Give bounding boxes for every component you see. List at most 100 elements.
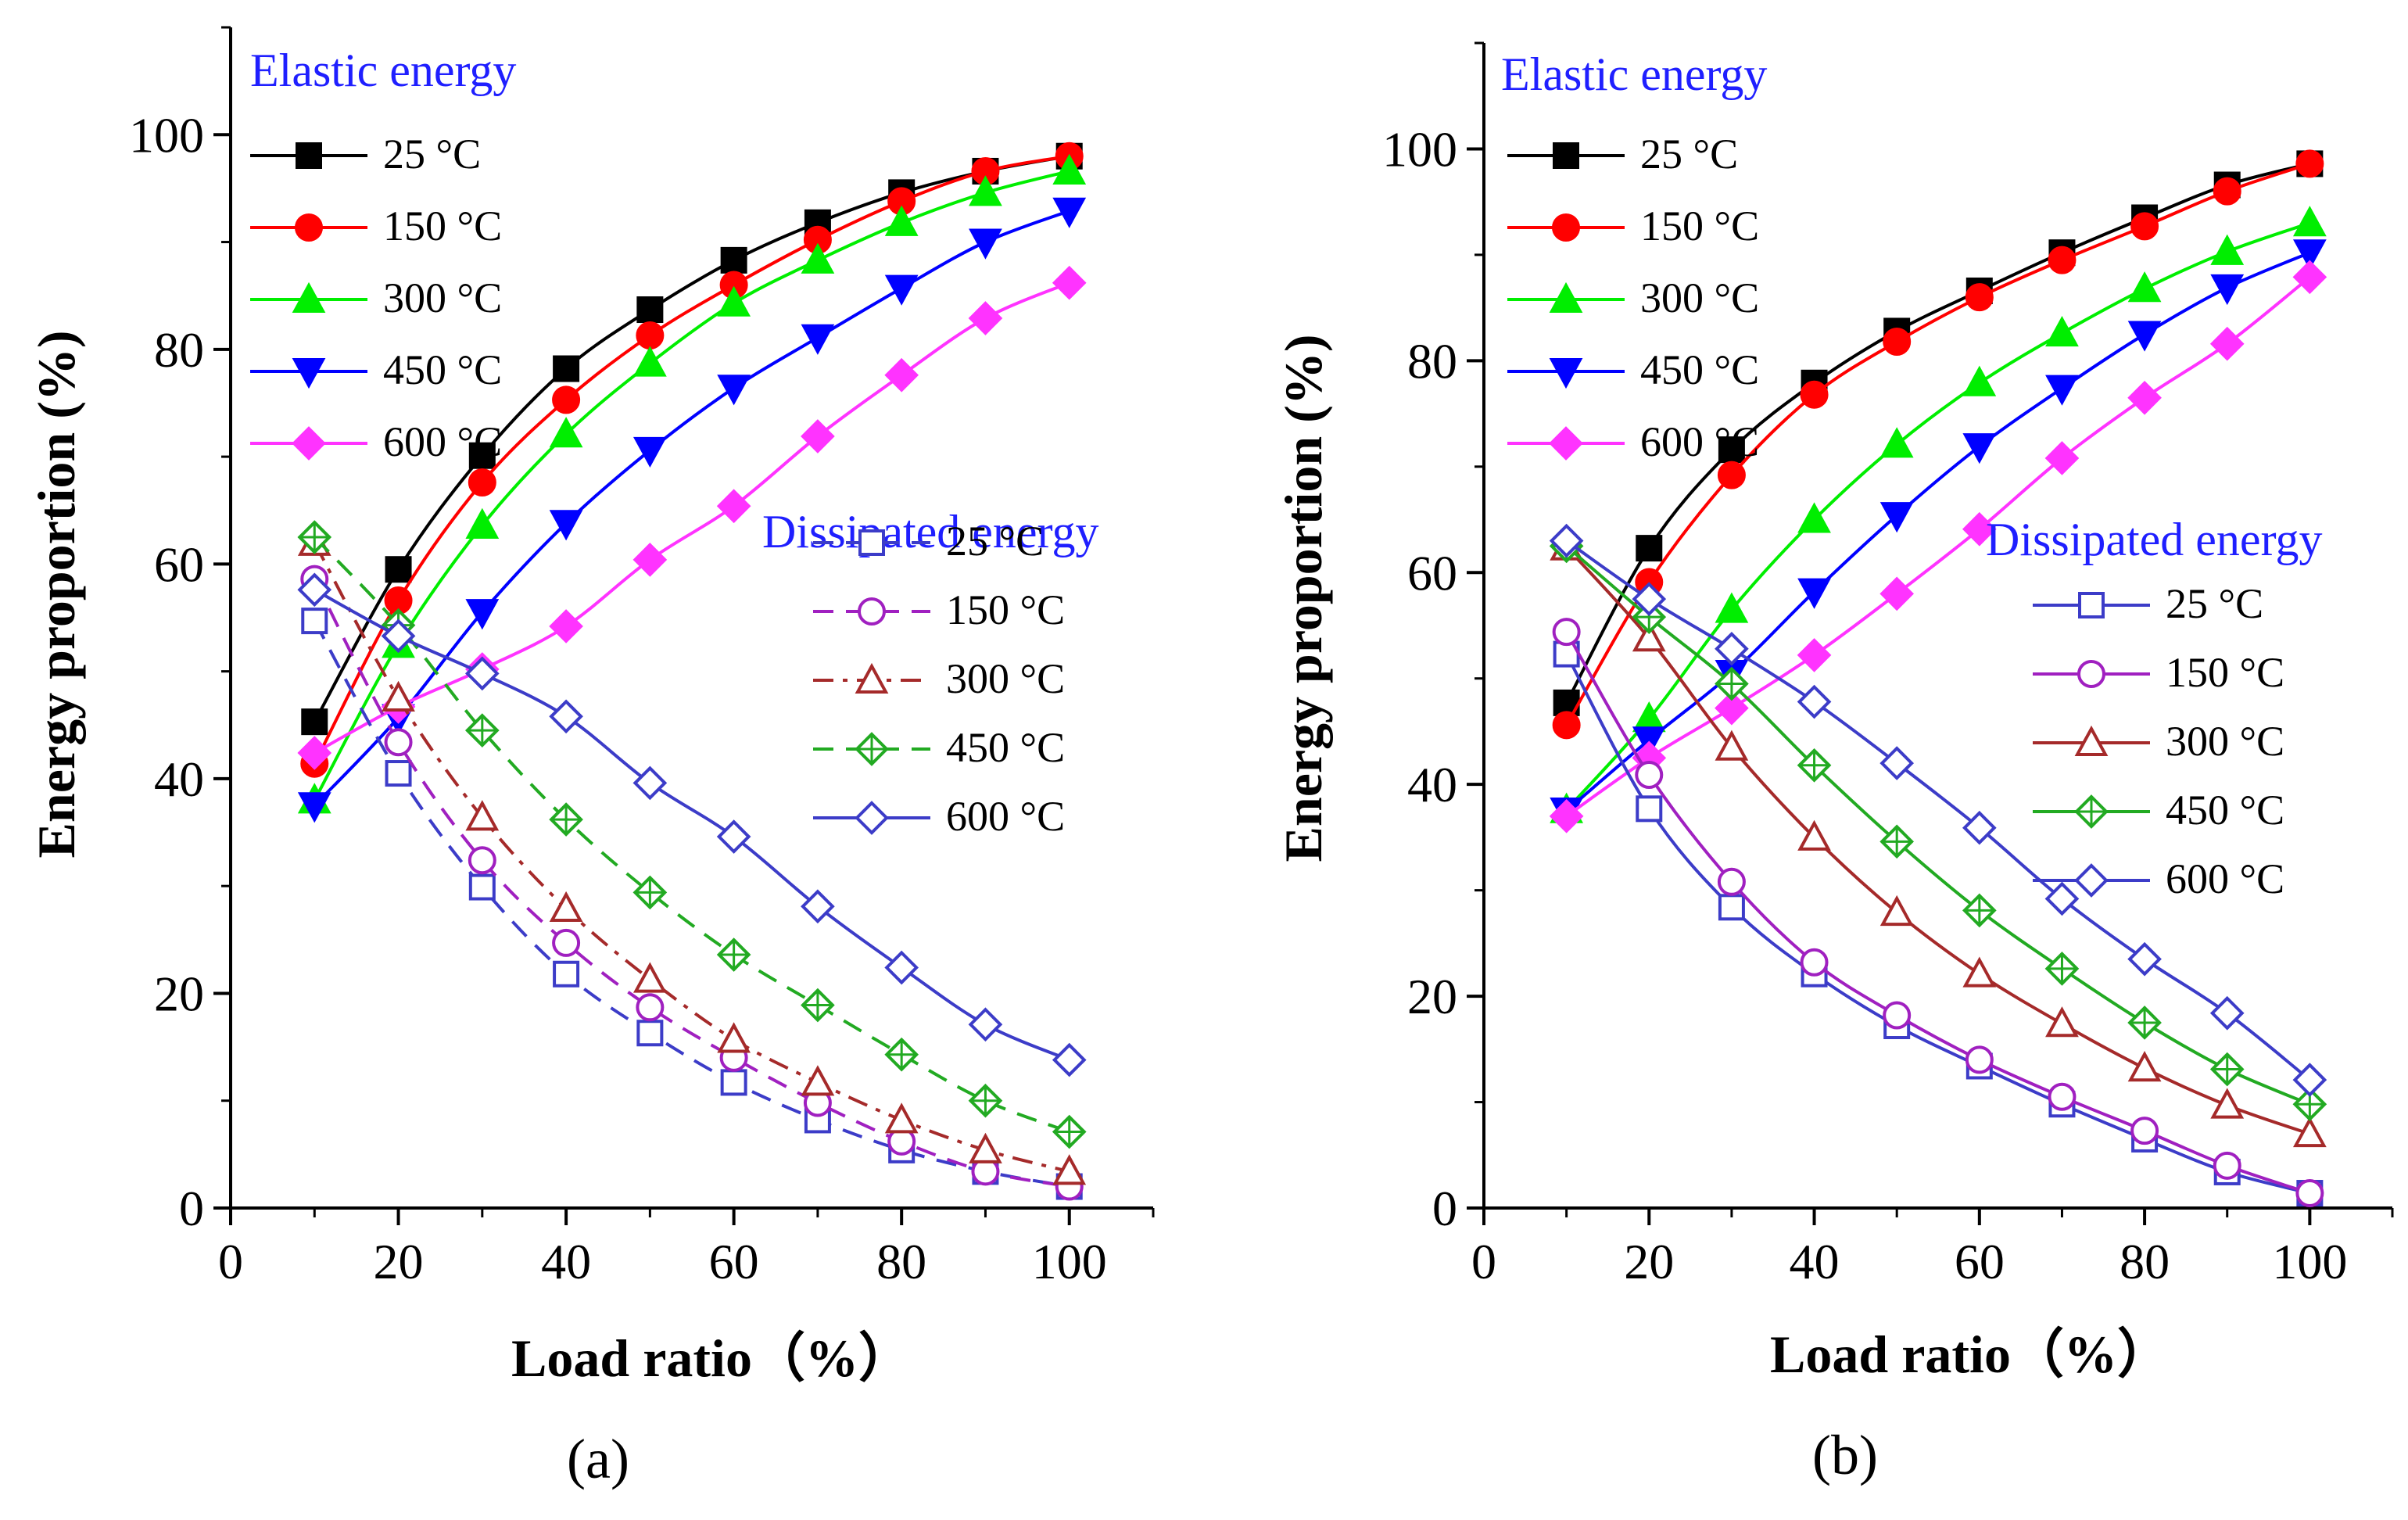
dissipated-energy-point-600-c-x20 <box>381 618 416 654</box>
dissipated-energy-legend-label-150-c: 150 °C <box>946 586 1065 633</box>
dissipated-energy-series-group <box>1549 523 2327 1208</box>
chart-panel-a: 0 20 40 60 80 100 0 20 40 60 80 100 Load ratio（%） Ene… <box>27 26 1155 1490</box>
elastic-energy-legend-title: Elastic energy <box>1501 48 1767 100</box>
elastic-energy-point-25-c-x50 <box>636 296 664 324</box>
dissipated-energy-point-25-c-x30 <box>1718 894 1745 921</box>
dissipated-energy-point-300-c-x50 <box>1879 894 1914 927</box>
dissipated-energy-legend-swatch-marker-300-c <box>855 662 889 694</box>
elastic-energy-legend-label-600-c: 600 °C <box>1640 418 1759 465</box>
dissipated-energy-point-300-c-x30 <box>465 800 500 831</box>
elastic-energy-point-450-c-x90 <box>969 228 1002 260</box>
elastic-energy-point-450-c-x50 <box>1879 502 1914 533</box>
y-tick-label-20: 20 <box>1407 969 1457 1024</box>
dissipated-energy-legend-label-25-c: 25 °C <box>946 518 1044 565</box>
elastic-energy-point-600-c-x30 <box>1715 690 1749 726</box>
elastic-energy-legend-swatch-marker-300-c <box>1549 281 1583 313</box>
dissipated-energy-line-300-c <box>313 541 1070 1174</box>
elastic-energy-legend-label-25-c: 25 °C <box>1640 131 1738 177</box>
elastic-energy-point-600-c-x50 <box>632 543 668 577</box>
elastic-energy-legend-label-25-c: 25 °C <box>383 131 481 177</box>
elastic-energy-point-300-c-x90 <box>969 175 1002 206</box>
elastic-energy-point-450-c-x60 <box>1962 433 1997 464</box>
dissipated-energy-point-150-c-x20 <box>384 728 413 757</box>
dissipated-energy-point-600-c-x70 <box>2044 881 2080 916</box>
elastic-energy-legend-swatch-marker-150-c <box>1552 213 1580 242</box>
dissipated-energy-line-300-c <box>1565 546 2311 1136</box>
y-axis-title: Energy proportion (%) <box>27 331 86 859</box>
elastic-energy-legend-swatch-marker-450-c <box>292 358 326 389</box>
elastic-energy-point-150-c-x70 <box>2048 246 2077 274</box>
elastic-energy-series-300-c <box>297 153 1087 814</box>
dissipated-energy-point-600-c-x10 <box>1549 523 1584 558</box>
elastic-energy-legend-swatch-marker-300-c <box>292 281 326 313</box>
elastic-energy-point-600-c-x50 <box>1879 576 1915 611</box>
dissipated-energy-point-600-c-x90 <box>2209 995 2245 1031</box>
dissipated-energy-legend-label-150-c: 150 °C <box>2166 649 2284 696</box>
elastic-energy-point-600-c-x80 <box>2127 380 2162 415</box>
dissipated-energy-point-150-c-x40 <box>552 928 581 957</box>
dissipated-energy-legend-title: Dissipated energy <box>762 506 1098 557</box>
elastic-energy-point-300-c-x40 <box>549 417 583 448</box>
elastic-energy-point-300-c-x30 <box>465 507 500 539</box>
elastic-energy-point-300-c-x60 <box>1962 365 1997 396</box>
elastic-energy-legend-label-300-c: 300 °C <box>1640 274 1759 321</box>
elastic-energy-point-150-c-x50 <box>1883 327 1912 356</box>
elastic-energy-legend-label-300-c: 300 °C <box>383 274 502 321</box>
elastic-energy-point-600-c-x40 <box>549 609 583 643</box>
elastic-energy-point-150-c-x60 <box>1965 283 1994 312</box>
elastic-energy-point-600-c-x10 <box>297 736 332 770</box>
elastic-energy-legend-label-600-c: 600 °C <box>383 418 502 465</box>
elastic-energy-point-150-c-x50 <box>636 321 665 350</box>
elastic-energy-line-600-c <box>314 281 1070 755</box>
dissipated-energy-point-150-c-x40 <box>1800 948 1829 977</box>
elastic-energy-point-25-c-x30 <box>468 442 496 469</box>
dissipated-energy-point-25-c-x50 <box>636 1020 664 1047</box>
elastic-energy-legend-label-150-c: 150 °C <box>383 203 502 249</box>
dissipated-energy-legend-swatch-marker-600-c <box>855 801 889 835</box>
elastic-energy-legend-label-150-c: 150 °C <box>1640 203 1759 249</box>
dissipated-energy-point-300-c-x100 <box>1052 1154 1087 1185</box>
elastic-energy-point-450-c-x40 <box>1797 578 1831 609</box>
y-tick-label-0: 0 <box>179 1181 204 1236</box>
dissipated-energy-series-600-c <box>1549 523 2327 1097</box>
elastic-energy-legend-swatch-marker-600-c <box>292 426 326 461</box>
dissipated-energy-point-600-c-x80 <box>2127 941 2162 977</box>
elastic-energy-legend-swatch-marker-450-c <box>1549 358 1583 389</box>
dissipated-energy-line-600-c <box>1565 539 2311 1081</box>
elastic-energy-point-600-c-x90 <box>968 301 1003 335</box>
dissipated-energy-point-600-c-x30 <box>464 656 500 691</box>
elastic-energy-point-150-c-x10 <box>1552 711 1581 740</box>
dissipated-energy-point-300-c-x70 <box>801 1065 835 1096</box>
elastic-energy-point-600-c-x80 <box>884 357 919 393</box>
y-axis-title: Energy proportion (%) <box>1274 335 1333 862</box>
dissipated-energy-point-600-c-x10 <box>297 572 332 608</box>
elastic-energy-point-300-c-x50 <box>632 346 667 377</box>
dissipated-energy-point-150-c-x100 <box>2295 1179 2324 1208</box>
dissipated-energy-series-600-c <box>297 572 1087 1077</box>
elastic-energy-legend-swatch-marker-25-c <box>1553 142 1579 169</box>
elastic-energy-point-300-c-x60 <box>717 285 751 317</box>
dissipated-energy-point-600-c-x40 <box>1797 684 1832 719</box>
elastic-energy-point-600-c-x70 <box>2044 441 2080 475</box>
dissipated-energy-point-25-c-x60 <box>720 1069 747 1096</box>
panel-label: (a) <box>567 1428 629 1490</box>
elastic-energy-point-150-c-x80 <box>2130 212 2159 241</box>
elastic-energy-point-300-c-x100 <box>1052 153 1087 185</box>
dissipated-energy-legend-label-600-c: 600 °C <box>2166 855 2284 902</box>
dissipated-energy-point-150-c-x30 <box>1717 867 1746 896</box>
dissipated-energy-point-25-c-x20 <box>1636 795 1663 823</box>
dissipated-energy-point-300-c-x90 <box>969 1132 1002 1163</box>
elastic-energy-point-600-c-x100 <box>1052 265 1087 300</box>
elastic-energy-point-300-c-x70 <box>2045 315 2079 347</box>
dissipated-energy-point-600-c-x20 <box>1632 582 1667 616</box>
dissipated-energy-point-300-c-x40 <box>549 891 583 923</box>
elastic-energy-series-group <box>1549 149 2327 833</box>
x-tick-label-60: 60 <box>709 1234 759 1289</box>
x-tick-label-0: 0 <box>218 1234 243 1289</box>
elastic-energy-point-600-c-x60 <box>1962 511 1997 547</box>
elastic-energy-legend-title: Elastic energy <box>250 45 516 96</box>
x-tick-label-0: 0 <box>1471 1234 1496 1289</box>
dissipated-energy-point-300-c-x30 <box>1715 730 1749 761</box>
dissipated-energy-point-150-c-x50 <box>1883 1001 1912 1030</box>
